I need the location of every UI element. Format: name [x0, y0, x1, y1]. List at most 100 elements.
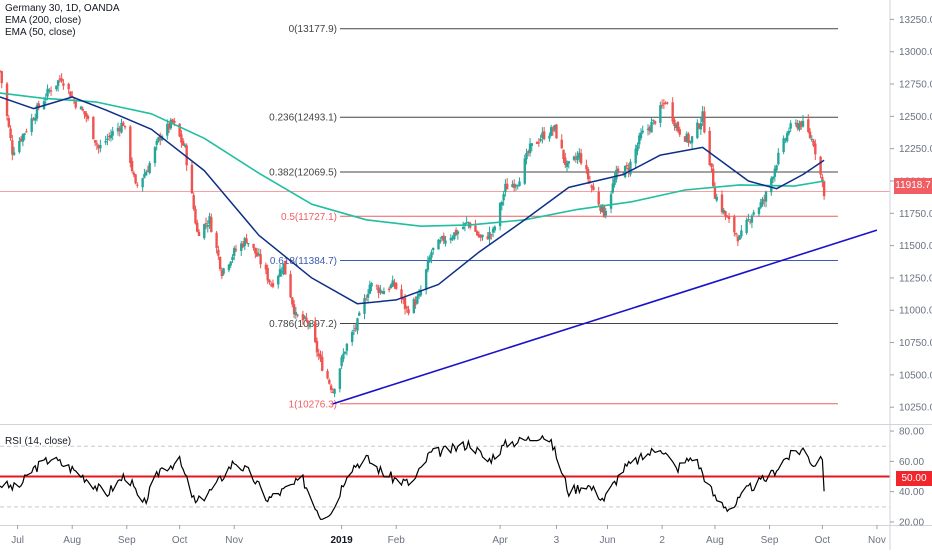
- candle-body: [440, 236, 444, 239]
- candle-body: [502, 194, 505, 201]
- candle-body: [354, 327, 357, 329]
- candle-body: [715, 196, 718, 201]
- candle-body: [34, 117, 37, 121]
- candle-body: [166, 123, 169, 136]
- candle-body: [504, 183, 507, 193]
- candle-body: [759, 202, 762, 208]
- price-tick-label: 10750.0: [899, 338, 932, 349]
- candle-body: [342, 353, 345, 360]
- candle-body: [500, 201, 504, 206]
- candle-body: [315, 340, 319, 353]
- candle-body: [417, 293, 421, 297]
- candle-body: [382, 290, 386, 295]
- candle-body: [185, 145, 188, 166]
- candle-body: [340, 357, 343, 367]
- candle-body: [814, 143, 817, 155]
- candle-body: [711, 168, 715, 187]
- candle-body: [25, 131, 28, 133]
- candle-body: [553, 125, 556, 130]
- candle-body: [0, 71, 3, 84]
- candle-body: [629, 161, 632, 175]
- candle-body: [393, 282, 396, 286]
- candle-body: [516, 185, 519, 187]
- candle-body: [55, 85, 58, 90]
- candle-body: [701, 111, 704, 122]
- candle-body: [609, 194, 613, 209]
- candle-body: [801, 120, 805, 127]
- candle-body: [183, 144, 187, 147]
- candle-body: [652, 119, 655, 121]
- candle-body: [424, 269, 428, 290]
- candle-body: [146, 170, 150, 172]
- candle-body: [541, 132, 544, 138]
- fib-level-label: 0.618(11384.7): [270, 256, 337, 267]
- candle-body: [317, 353, 320, 356]
- candle-body: [602, 206, 606, 218]
- candle-body: [143, 174, 146, 178]
- candle-body: [343, 351, 347, 354]
- candle-body: [578, 152, 581, 158]
- candle-body: [116, 127, 120, 132]
- candle-body: [542, 131, 546, 140]
- candle-body: [365, 299, 368, 301]
- candle-body: [229, 261, 232, 266]
- candle-body: [403, 297, 407, 309]
- candle-body: [203, 224, 206, 239]
- candle-body: [604, 210, 607, 216]
- fib-level-label: 0.382(12069.5): [269, 167, 337, 178]
- candle-body: [328, 379, 331, 384]
- candle-body: [491, 228, 495, 233]
- candle-body: [389, 284, 393, 289]
- candle-body: [431, 247, 435, 250]
- candle-body: [733, 216, 736, 233]
- candle-body: [245, 238, 248, 244]
- candle-body: [391, 280, 394, 287]
- candle-body: [243, 238, 246, 246]
- candle-body: [18, 140, 21, 153]
- candle-body: [356, 318, 359, 331]
- candle-body: [97, 145, 100, 149]
- candle-body: [675, 124, 678, 128]
- candle-body: [120, 122, 123, 133]
- candle-body: [586, 169, 590, 180]
- candle-body: [370, 282, 373, 287]
- candle-body: [650, 122, 653, 133]
- candle-body: [233, 248, 236, 256]
- candle-body: [699, 123, 703, 130]
- rsi-level-badge: 50.00: [896, 471, 932, 486]
- candle-body: [148, 163, 151, 174]
- time-tick-label: Feb: [388, 535, 406, 546]
- candle-body: [777, 152, 780, 165]
- candle-body: [488, 232, 491, 240]
- candle-body: [123, 125, 127, 128]
- candle-body: [405, 306, 408, 309]
- candle-body: [419, 290, 423, 296]
- candle-body: [326, 371, 329, 379]
- candle-body: [794, 122, 798, 125]
- candle-body: [141, 178, 144, 188]
- candle-body: [11, 140, 14, 155]
- candle-body: [169, 119, 173, 129]
- candle-body: [46, 88, 49, 97]
- candle-body: [426, 260, 430, 270]
- candle-body: [331, 392, 335, 394]
- candle-body: [144, 171, 148, 176]
- time-tick-label: Oct: [815, 535, 831, 546]
- candle-body: [21, 134, 25, 142]
- candle-body: [9, 128, 12, 139]
- candle-body: [181, 140, 185, 146]
- candle-body: [69, 91, 72, 98]
- candle-body: [375, 285, 379, 287]
- ema50-line: [0, 96, 825, 305]
- candle-body: [314, 321, 317, 342]
- candle-body: [597, 191, 600, 205]
- candle-body: [615, 169, 618, 180]
- candle-body: [379, 289, 382, 293]
- candle-body: [750, 215, 754, 223]
- candle-body: [257, 253, 261, 255]
- candle-body: [625, 165, 629, 167]
- candle-body: [572, 156, 576, 160]
- candle-body: [785, 133, 789, 142]
